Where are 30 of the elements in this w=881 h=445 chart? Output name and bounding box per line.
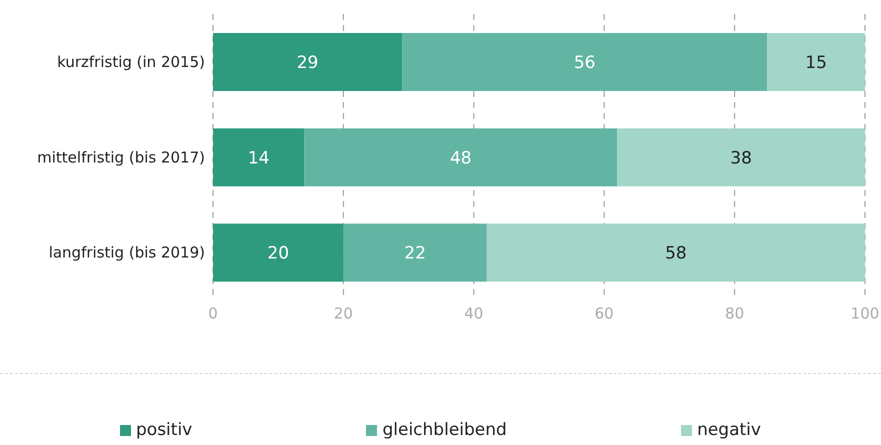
x-tick-label: 100	[850, 304, 880, 323]
x-tick-label: 80	[725, 304, 744, 323]
data-label: 22	[404, 244, 426, 264]
bar	[213, 128, 304, 186]
legend-label: negativ	[696, 420, 761, 440]
bar	[343, 224, 487, 282]
x-tick-label: 60	[594, 304, 614, 323]
data-label: 15	[805, 53, 827, 74]
y-tick-label: langfristig (bis 2019)	[48, 244, 205, 262]
legend-label: gleichbleibend	[381, 420, 507, 440]
x-tick-label: 40	[464, 304, 484, 323]
x-tick-label: 0	[208, 304, 218, 323]
data-label: 56	[574, 53, 596, 74]
data-label: 58	[665, 244, 687, 264]
data-label: 29	[296, 53, 318, 74]
x-tick-label: 20	[334, 304, 353, 323]
bar	[402, 33, 768, 91]
bar	[617, 128, 865, 186]
bar	[213, 224, 344, 282]
y-tick-label: kurzfristig (in 2015)	[57, 52, 205, 71]
data-label: 38	[730, 148, 752, 168]
data-label: 20	[267, 244, 290, 264]
data-label: 14	[248, 148, 270, 168]
y-tick-label: mittelfristig (bis 2017)	[37, 148, 205, 166]
bar	[304, 128, 618, 186]
bar	[767, 33, 865, 91]
bar	[213, 33, 402, 91]
bar	[486, 224, 865, 282]
legend-label: positiv	[135, 420, 192, 440]
data-label: 48	[450, 148, 472, 168]
